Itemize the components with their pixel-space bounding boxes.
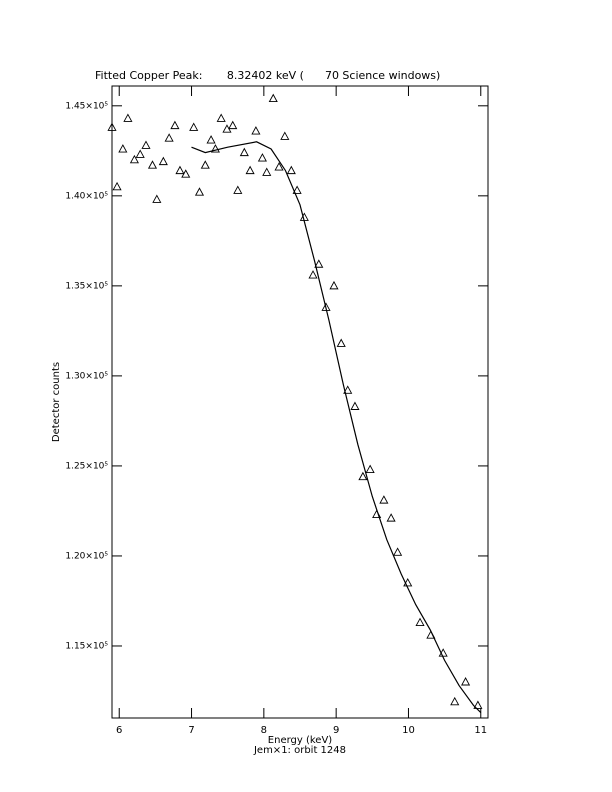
data-point	[358, 471, 368, 481]
y-tick-label: 1.20×10⁵	[65, 551, 108, 561]
data-point	[461, 677, 471, 686]
x-tick-label: 8	[261, 725, 267, 736]
x-tick-label: 9	[333, 725, 339, 736]
data-point	[107, 122, 117, 131]
x-tick-label: 7	[188, 725, 194, 736]
data-point	[118, 144, 128, 153]
data-point	[206, 135, 216, 144]
y-axis-label: Detector counts	[51, 362, 62, 442]
data-point	[152, 194, 162, 203]
x-tick-label: 6	[116, 725, 122, 736]
fit-line	[191, 141, 482, 714]
data-point	[216, 113, 226, 122]
data-point	[386, 513, 396, 522]
data-point	[286, 165, 296, 175]
data-point	[450, 696, 460, 706]
data-point	[181, 169, 191, 178]
data-point	[194, 187, 205, 196]
data-point	[257, 153, 267, 162]
data-point	[268, 93, 278, 103]
y-tick-label: 1.40×10⁵	[65, 191, 108, 201]
data-point	[415, 617, 425, 627]
data-point	[158, 156, 168, 166]
y-tick-label: 1.35×10⁵	[65, 281, 108, 291]
y-tick-label: 1.30×10⁵	[65, 371, 108, 381]
plot-frame	[111, 85, 489, 719]
data-point	[147, 160, 158, 169]
data-point	[164, 133, 174, 142]
data-point	[170, 120, 180, 130]
data-point	[262, 167, 272, 176]
data-point	[280, 131, 290, 140]
data-point	[135, 149, 145, 158]
data-point	[393, 547, 403, 556]
x-tick-label: 11	[474, 725, 487, 736]
data-point	[251, 126, 261, 135]
data-point	[112, 181, 122, 191]
y-tick-label: 1.45×10⁵	[65, 101, 108, 111]
data-point	[274, 162, 284, 171]
y-tick-label: 1.15×10⁵	[65, 641, 108, 651]
x-tick-label: 10	[402, 725, 415, 736]
data-point	[228, 120, 238, 130]
data-point	[365, 464, 375, 473]
data-point	[314, 259, 324, 268]
data-point	[129, 154, 139, 164]
data-point	[473, 700, 483, 709]
data-point	[189, 122, 199, 131]
data-point	[141, 140, 151, 149]
data-point	[329, 280, 339, 290]
data-point	[175, 165, 185, 175]
data-point	[308, 270, 318, 279]
data-point	[379, 495, 389, 504]
data-point	[123, 113, 133, 122]
data-point	[210, 144, 220, 153]
x-axis-label: Energy (keV)	[268, 735, 333, 746]
data-point	[233, 185, 243, 194]
data-point	[343, 385, 353, 394]
data-point	[200, 160, 210, 169]
y-tick-label: 1.25×10⁵	[65, 461, 108, 471]
data-point	[239, 147, 249, 157]
subtitle: Jem×1: orbit 1248	[253, 745, 346, 756]
data-point	[245, 165, 255, 175]
data-point	[292, 185, 302, 194]
data-point	[350, 401, 360, 410]
data-point	[336, 338, 346, 347]
chart-title: Fitted Copper Peak: 8.32402 keV ( 70 Sci…	[95, 69, 440, 82]
